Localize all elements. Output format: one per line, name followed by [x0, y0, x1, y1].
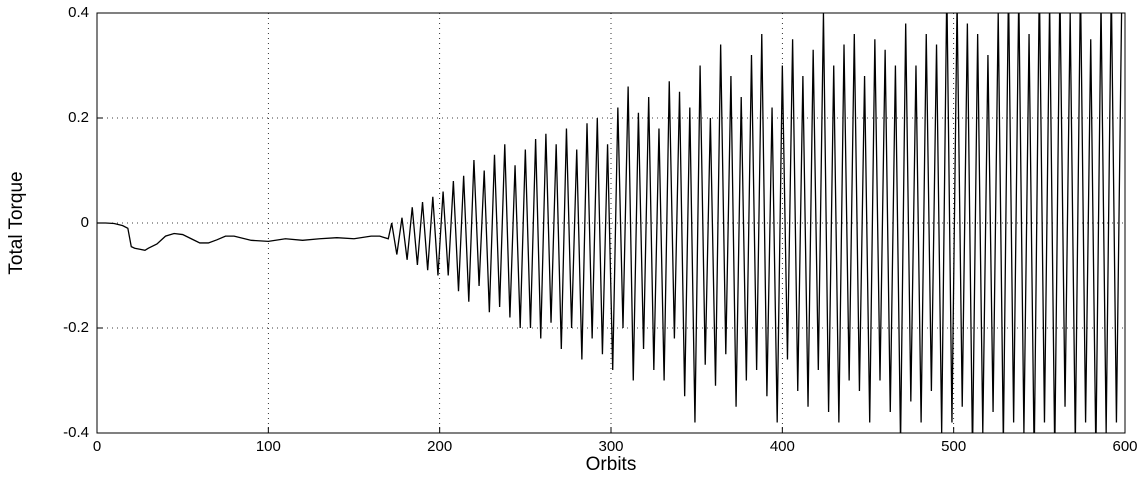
x-tick-label: 500 [941, 438, 966, 455]
x-tick-label: 600 [1112, 438, 1137, 455]
y-tick-label: 0.4 [68, 4, 89, 21]
y-tick-label: 0.2 [68, 109, 89, 126]
x-axis-label: Orbits [586, 454, 637, 475]
x-tick-label: 400 [770, 438, 795, 455]
x-tick-label: 300 [598, 438, 623, 455]
x-tick-label: 0 [93, 438, 101, 455]
x-tick-label: 200 [427, 438, 452, 455]
x-tick-label: 100 [256, 438, 281, 455]
y-tick-label: -0.2 [63, 319, 89, 336]
y-axis-label: Total Torque [6, 171, 27, 274]
data-line [97, 13, 1123, 433]
y-tick-label: 0 [81, 214, 89, 231]
y-tick-label: -0.4 [63, 424, 89, 441]
